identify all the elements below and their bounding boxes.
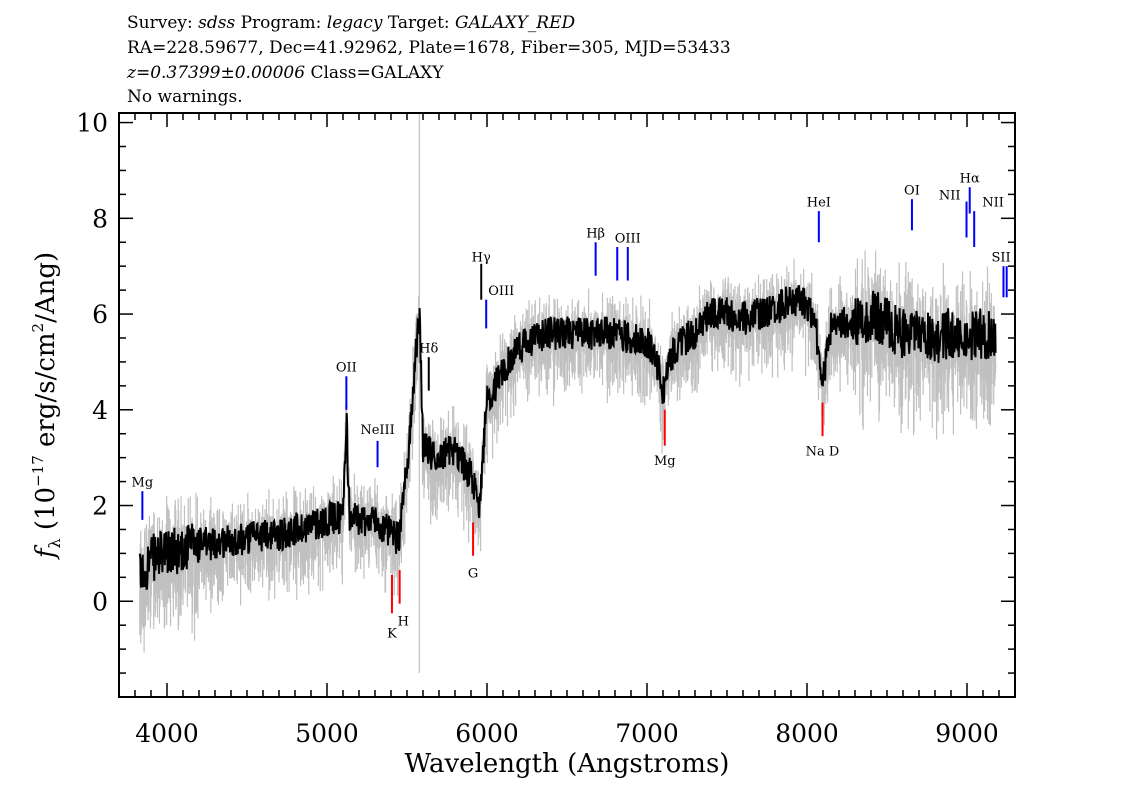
- y-tick-label: 0: [92, 587, 108, 616]
- survey-value: sdss: [198, 13, 235, 33]
- spectral-line-label: K: [387, 626, 397, 641]
- spectral-line-label: Mg: [132, 476, 154, 491]
- spectral-line-label: SII: [991, 251, 1010, 266]
- spectral-line-label: Mg: [654, 454, 676, 469]
- axes: 4000 5000 6000 7000 8000 9000 0 2 4 6 8 10: [76, 109, 1016, 748]
- header-warnings: No warnings.: [127, 87, 243, 107]
- spectral-line-label: NII: [939, 188, 961, 203]
- x-tick-label: 8000: [775, 719, 839, 748]
- y-tick-label: 6: [92, 300, 108, 329]
- error-spectrum: [139, 113, 997, 674]
- y-title-exp2: 2: [29, 323, 47, 333]
- x-tick-label: 6000: [455, 719, 519, 748]
- spectral-line-label: Hα: [960, 172, 980, 187]
- survey-label: Survey:: [127, 13, 198, 33]
- spectral-line-label: HeI: [807, 196, 831, 211]
- y-title-mid: erg/s/cm: [31, 332, 61, 455]
- y-title-sub: λ: [45, 538, 64, 548]
- y-tick-label: 10: [76, 109, 108, 138]
- header-coords: RA=228.59677, Dec=41.92962, Plate=1678, …: [127, 38, 731, 58]
- x-tick-label: 9000: [935, 719, 999, 748]
- header-target-line: Survey: sdss Program: legacy Target: GAL…: [127, 13, 575, 33]
- target-value: GALAXY_RED: [455, 13, 575, 33]
- x-tick-label: 5000: [295, 719, 359, 748]
- y-title-post: /Ang): [31, 252, 61, 323]
- y-title-exp: −17: [29, 455, 47, 487]
- spectral-line-label: OIII: [615, 231, 641, 246]
- spectral-line-label: Hδ: [419, 342, 438, 357]
- spectral-line-label: Na D: [806, 444, 840, 459]
- header-redshift-line: z=0.37399±0.00006 Class=GALAXY: [126, 63, 444, 83]
- spectral-line-label: H: [398, 614, 409, 629]
- y-title-pre: (10: [31, 487, 61, 539]
- plot-frame: [118, 112, 1016, 698]
- flux-spectrum: [138, 285, 997, 590]
- y-axis-title: fλ (10−17 erg/s/cm2/Ang): [29, 252, 64, 560]
- spectral-line-label: NeIII: [360, 423, 394, 438]
- header: Survey: sdss Program: legacy Target: GAL…: [126, 13, 731, 107]
- y-tick-label: 4: [92, 396, 108, 425]
- target-label: Target:: [382, 13, 455, 33]
- spectral-line-label: OI: [904, 184, 920, 199]
- spectral-line-label: OII: [336, 361, 357, 376]
- y-tick-label: 8: [92, 204, 108, 233]
- x-axis-title: Wavelength (Angstroms): [405, 749, 730, 779]
- spectral-line-label: NII: [982, 196, 1004, 211]
- flux-line: [138, 285, 997, 590]
- spectral-line-markers: Mg OII NeIII KH Hδ G Hγ OIII Hβ OIII Mg HeI Na D OI NI…: [132, 172, 1011, 642]
- y-tick-label: 2: [92, 492, 108, 521]
- spectral-line-label: Hβ: [586, 227, 605, 242]
- spectral-line-label: G: [468, 567, 478, 582]
- program-value: legacy: [327, 13, 383, 33]
- spectral-line-label: OIII: [488, 284, 514, 299]
- class-value: Class=GALAXY: [305, 63, 444, 83]
- x-tick-label: 4000: [135, 719, 199, 748]
- x-tick-label: 7000: [615, 719, 679, 748]
- redshift-value: z=0.37399±0.00006: [126, 63, 305, 83]
- spectral-line-label: Hγ: [472, 251, 491, 266]
- program-label: Program:: [235, 13, 327, 33]
